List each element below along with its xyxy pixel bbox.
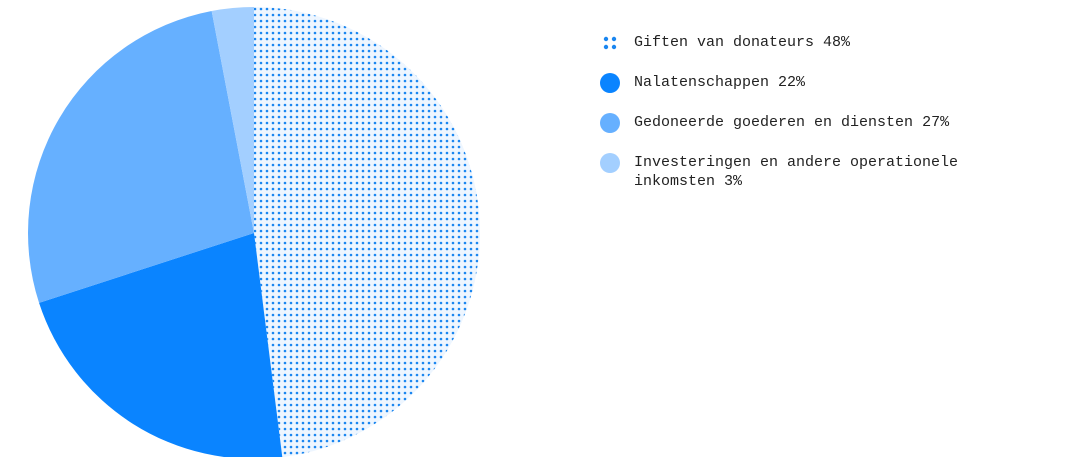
legend-label: Nalatenschappen <box>634 74 770 91</box>
legend-item: Investeringen en andere operationele ink… <box>600 153 1040 191</box>
legend-item: Giften van donateurs 48% <box>600 33 1040 53</box>
legend-dot <box>603 44 609 50</box>
legend-label: Gedoneerde goederen en diensten <box>634 114 914 131</box>
legend-marker <box>603 36 617 50</box>
legend-dot <box>611 44 617 50</box>
legend-dot <box>600 153 620 173</box>
legend-text: Giften van donateurs 48% <box>634 33 1040 52</box>
pie-slice <box>39 233 283 457</box>
legend-label: Giften van donateurs <box>634 34 815 51</box>
legend-value: 27% <box>922 114 950 131</box>
legend-text: Nalatenschappen 22% <box>634 73 1040 92</box>
legend-text: Gedoneerde goederen en diensten 27% <box>634 113 1040 132</box>
pie-slice <box>27 11 254 303</box>
pie-slice <box>254 7 480 457</box>
legend-dot <box>603 36 609 42</box>
pie-chart <box>27 7 480 457</box>
legend-value: 3% <box>724 173 743 190</box>
legend-dot <box>600 113 620 133</box>
pie-slice <box>211 7 254 233</box>
legend-text: Investeringen en andere operationele ink… <box>634 153 1040 191</box>
legend-item: Nalatenschappen 22% <box>600 73 1040 93</box>
legend-dot <box>611 36 617 42</box>
legend-marker <box>600 113 620 133</box>
legend-value: 48% <box>823 34 851 51</box>
legend-item: Gedoneerde goederen en diensten 27% <box>600 113 1040 133</box>
legend-marker <box>600 73 620 93</box>
legend: Giften van donateurs 48% Nalatenschappen … <box>600 33 1040 211</box>
legend-dot <box>600 73 620 93</box>
legend-value: 22% <box>778 74 806 91</box>
legend-marker <box>600 153 620 173</box>
legend-label: Investeringen en andere operationele ink… <box>634 154 959 190</box>
